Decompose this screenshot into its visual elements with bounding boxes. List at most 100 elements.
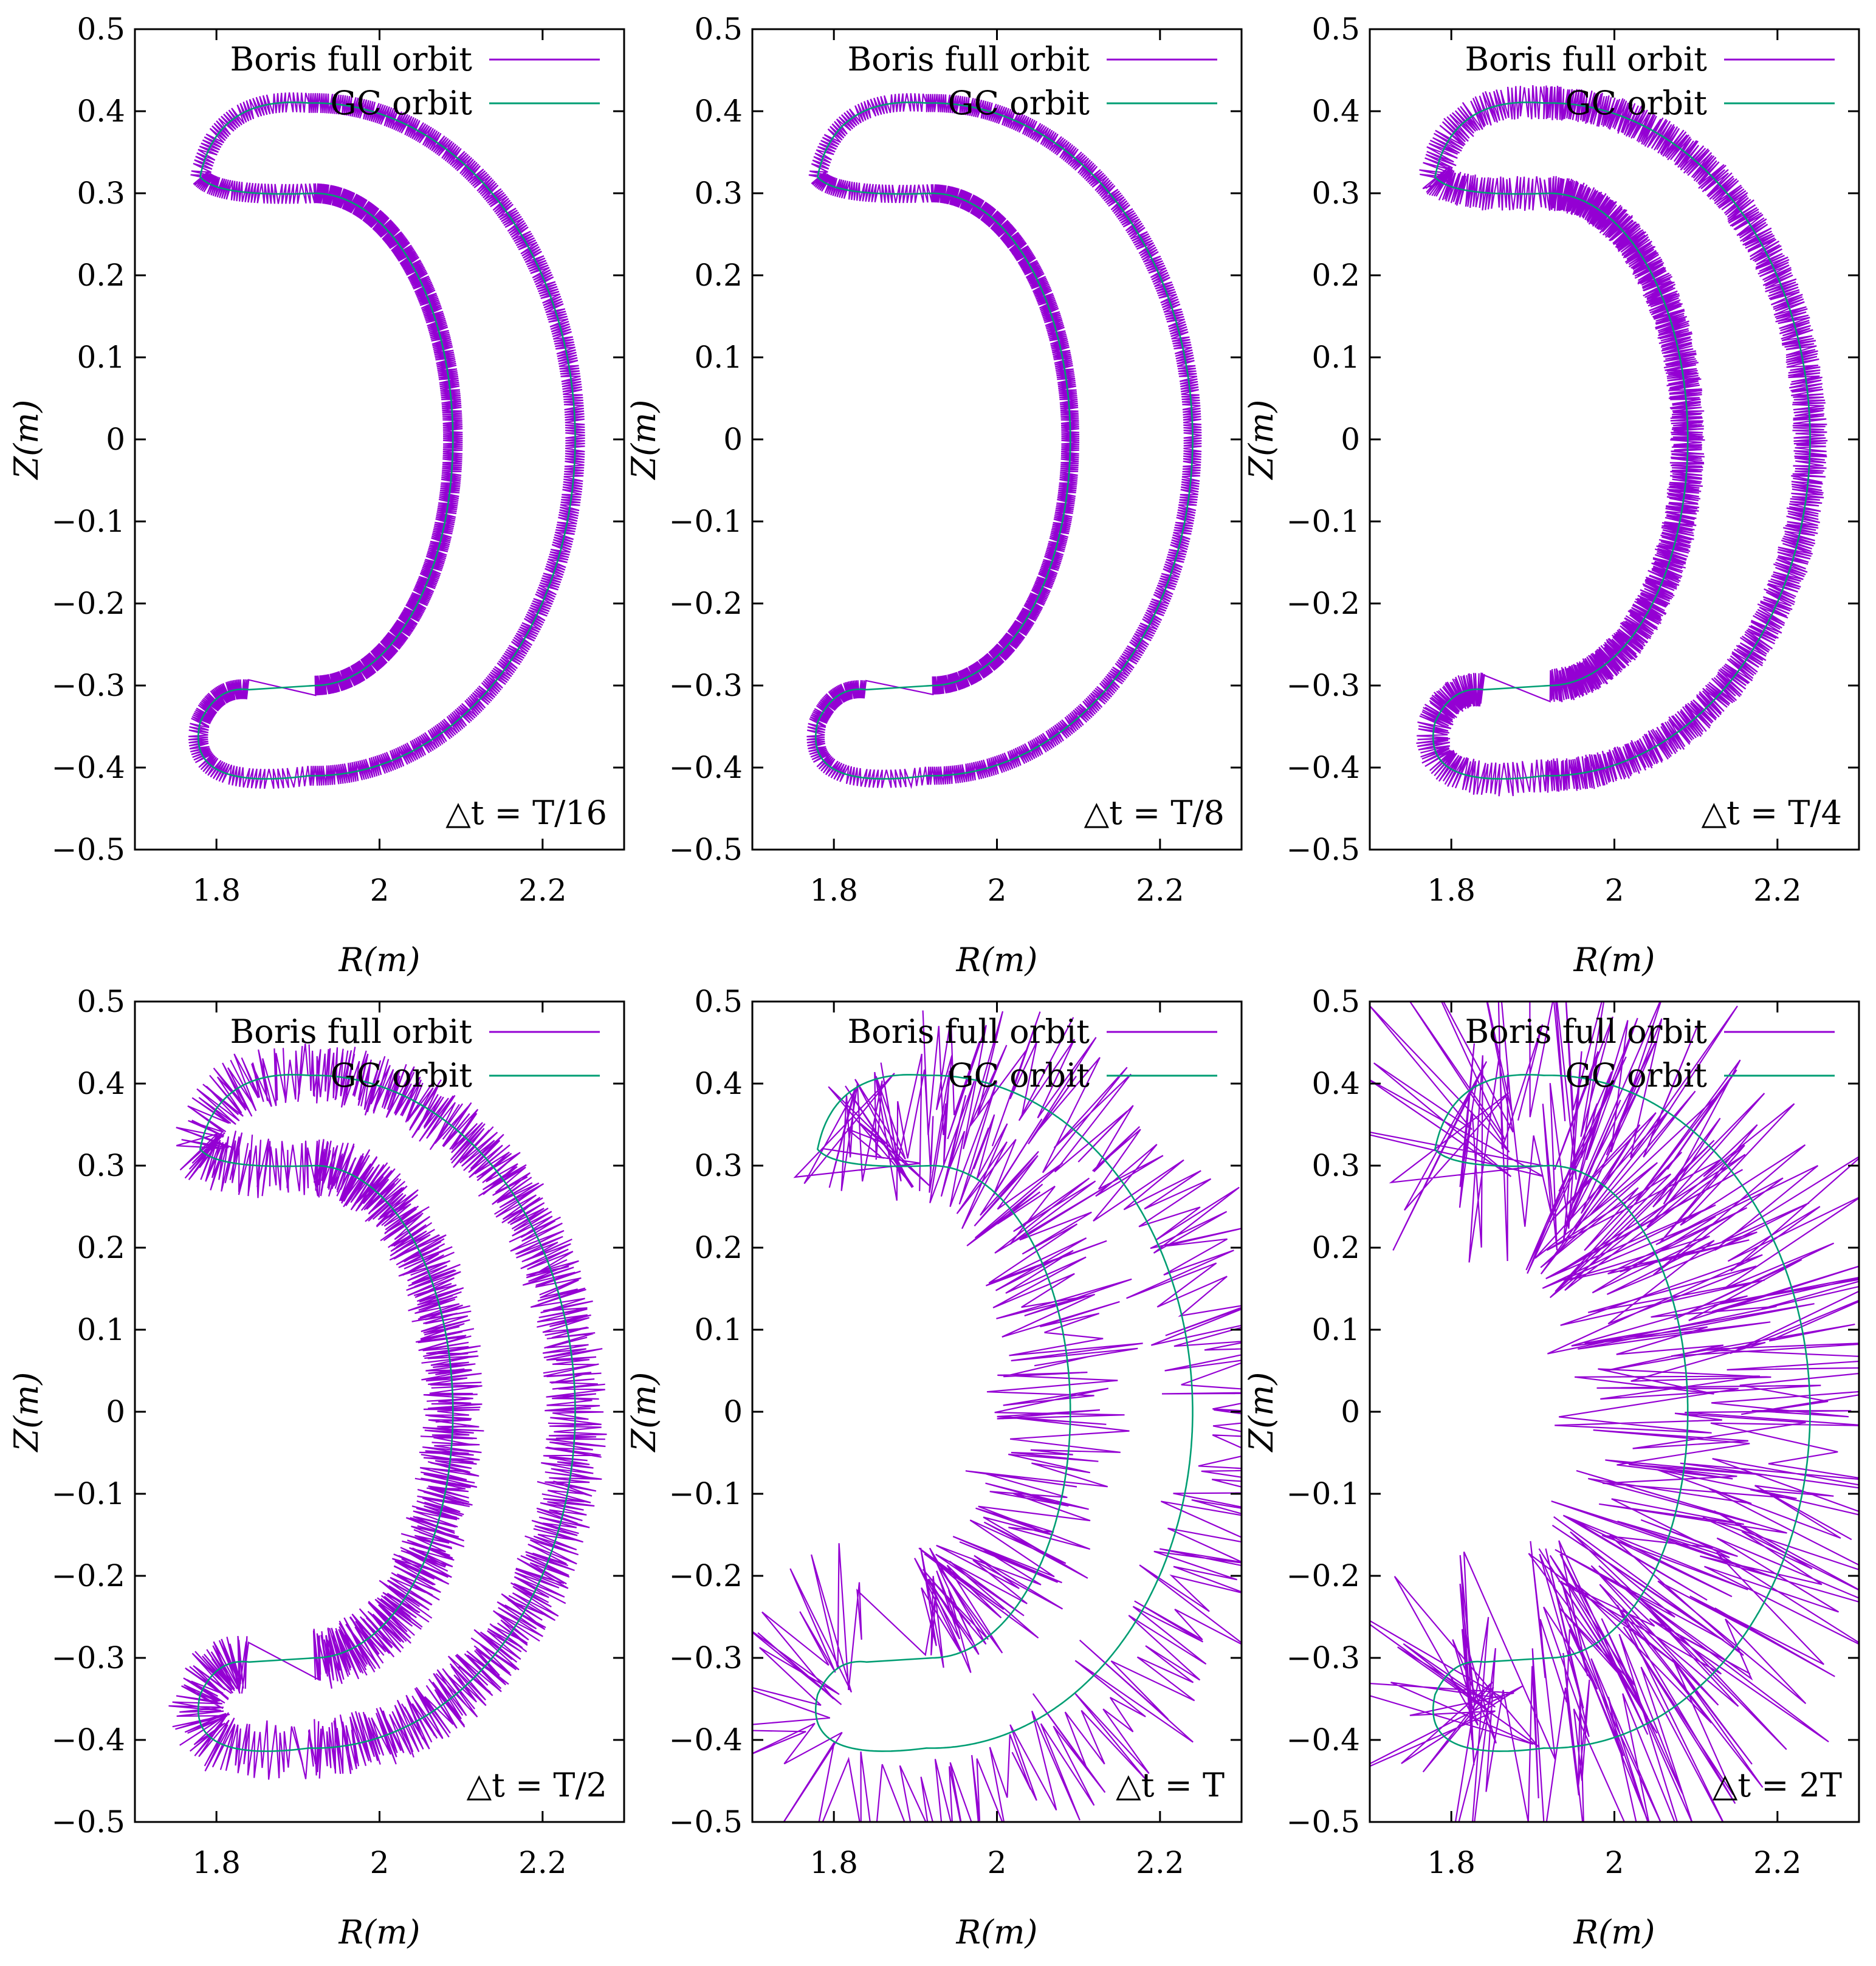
legend-label: Boris full orbit [230,40,473,78]
timestep-annotation: △t = T/8 [1084,794,1225,832]
legend-label: Boris full orbit [848,1012,1090,1051]
x-tick-label: 1.8 [809,1845,858,1880]
legend: Boris full orbit GC orbit [1465,40,1835,122]
y-tick-label: −0.2 [669,586,743,621]
legend-label: GC orbit [1565,84,1708,122]
legend-label: GC orbit [948,1056,1090,1095]
y-tick-label: 0 [723,1394,743,1429]
y-tick-label: −0.4 [52,750,125,785]
y-tick-label: 0.5 [1311,984,1360,1019]
series-gc-orbit [1432,101,1811,780]
chart-panel-5: −0.5 −0.4 −0.3 −0.2 −0.1 0 0.1 0.2 0.3 0.4 0.5 1.8 2… [625,984,1243,1951]
series-boris-full-orbit [168,1043,607,1780]
y-tick-label: −0.5 [52,1804,125,1840]
y-tick-label: 0.3 [694,1148,743,1183]
x-tick-label: 1.8 [192,873,241,908]
y-tick-label: −0.5 [1287,1804,1360,1840]
x-axis-label: R(m) [338,1913,421,1951]
timestep-annotation: △t = T/4 [1702,794,1842,832]
plot-area [168,1043,607,1780]
legend: Boris full orbit GC orbit [848,1012,1217,1095]
y-tick-label: −0.1 [669,1476,743,1511]
y-tick-label: 0.5 [694,12,743,47]
y-tick-label: 0.1 [77,1312,125,1347]
x-tick-label: 1.8 [809,873,858,908]
x-tick-label: 2.2 [1753,873,1802,908]
x-tick-label: 2 [1605,1845,1624,1880]
y-tick-label: 0.4 [1311,1066,1360,1101]
y-tick-label: 0.3 [1311,176,1360,211]
x-tick-label: 2.2 [1136,873,1184,908]
y-tick-label: 0.1 [1311,340,1360,375]
y-tick-label: 0.1 [694,340,743,375]
timestep-annotation: △t = 2T [1713,1766,1842,1804]
y-tick-label: −0.2 [669,1558,743,1593]
chart-panel-2: −0.5 −0.4 −0.3 −0.2 −0.1 0 0.1 0.2 0.3 0.4 0.5 1.8 2… [625,12,1243,979]
legend: Boris full orbit GC orbit [1465,1012,1835,1095]
y-tick-label: 0.4 [694,1066,743,1101]
y-axis-label: Z(m) [7,1372,46,1453]
series-gc-orbit [814,1074,1194,1752]
legend: Boris full orbit GC orbit [230,40,600,122]
y-tick-label: 0.4 [77,94,125,129]
x-axis-label: R(m) [956,1913,1038,1951]
y-tick-label: −0.3 [669,1640,743,1676]
y-tick-label: 0 [1341,1394,1360,1429]
series-boris-full-orbit [806,93,1202,789]
legend: Boris full orbit GC orbit [848,40,1217,122]
y-tick-label: −0.3 [1287,1640,1360,1676]
legend: Boris full orbit GC orbit [230,1012,600,1095]
y-axis-label: Z(m) [625,400,663,481]
plot-area [752,1010,1242,1822]
x-axis-label: R(m) [956,941,1038,979]
y-tick-label: 0.2 [694,258,743,293]
series-gc-orbit [1432,1074,1811,1752]
x-tick-label: 1.8 [1427,1845,1476,1880]
y-tick-label: 0 [1341,422,1360,457]
x-tick-label: 2 [1605,873,1624,908]
y-tick-label: 0.2 [1311,258,1360,293]
timestep-annotation: △t = T [1116,1766,1225,1804]
y-tick-label: −0.3 [1287,668,1360,703]
y-tick-label: 0.2 [694,1230,743,1265]
y-tick-label: −0.3 [52,1640,125,1676]
y-tick-label: 0.4 [694,94,743,129]
y-axis-label: Z(m) [625,1372,663,1453]
y-axis-label: Z(m) [1242,400,1280,481]
y-tick-label: 0.4 [77,1066,125,1101]
series-gc-orbit [197,101,576,780]
x-tick-label: 1.8 [1427,873,1476,908]
y-tick-label: −0.5 [669,1804,743,1840]
y-tick-label: −0.5 [52,832,125,867]
y-tick-label: 0.5 [77,984,125,1019]
y-tick-label: −0.2 [1287,586,1360,621]
x-tick-label: 2.2 [1753,1845,1802,1880]
legend-label: Boris full orbit [1465,1012,1708,1051]
chart-panel-6: −0.5 −0.4 −0.3 −0.2 −0.1 0 0.1 0.2 0.3 0.4 0.5 1.8 2… [1242,984,1860,1951]
timestep-annotation: △t = T/16 [445,794,607,832]
legend-label: GC orbit [1565,1056,1708,1095]
x-axis-label: R(m) [338,941,421,979]
y-tick-label: 0.2 [77,1230,125,1265]
y-tick-label: 0.4 [1311,94,1360,129]
y-tick-label: −0.1 [52,1476,125,1511]
x-tick-label: 2 [988,873,1007,908]
y-tick-label: 0.3 [1311,1148,1360,1183]
y-tick-label: −0.2 [52,1558,125,1593]
y-tick-label: −0.4 [52,1722,125,1758]
y-tick-label: −0.2 [1287,1558,1360,1593]
chart-panel-3: −0.5 −0.4 −0.3 −0.2 −0.1 0 0.1 0.2 0.3 0.4 0.5 1.8 2… [1242,12,1860,979]
y-tick-label: 0.3 [77,176,125,211]
x-tick-label: 2 [370,1845,390,1880]
y-tick-label: 0.1 [694,1312,743,1347]
y-tick-label: −0.1 [1287,1476,1360,1511]
chart-panel-4: −0.5 −0.4 −0.3 −0.2 −0.1 0 0.1 0.2 0.3 0.4 0.5 1.8 2… [7,984,625,1951]
y-tick-label: −0.3 [52,668,125,703]
x-tick-label: 1.8 [192,1845,241,1880]
plot-area [188,92,585,789]
y-tick-label: −0.2 [52,586,125,621]
y-axis-label: Z(m) [7,400,46,481]
plot-area [806,93,1202,789]
y-tick-label: 0.2 [77,258,125,293]
y-tick-label: −0.1 [669,504,743,539]
